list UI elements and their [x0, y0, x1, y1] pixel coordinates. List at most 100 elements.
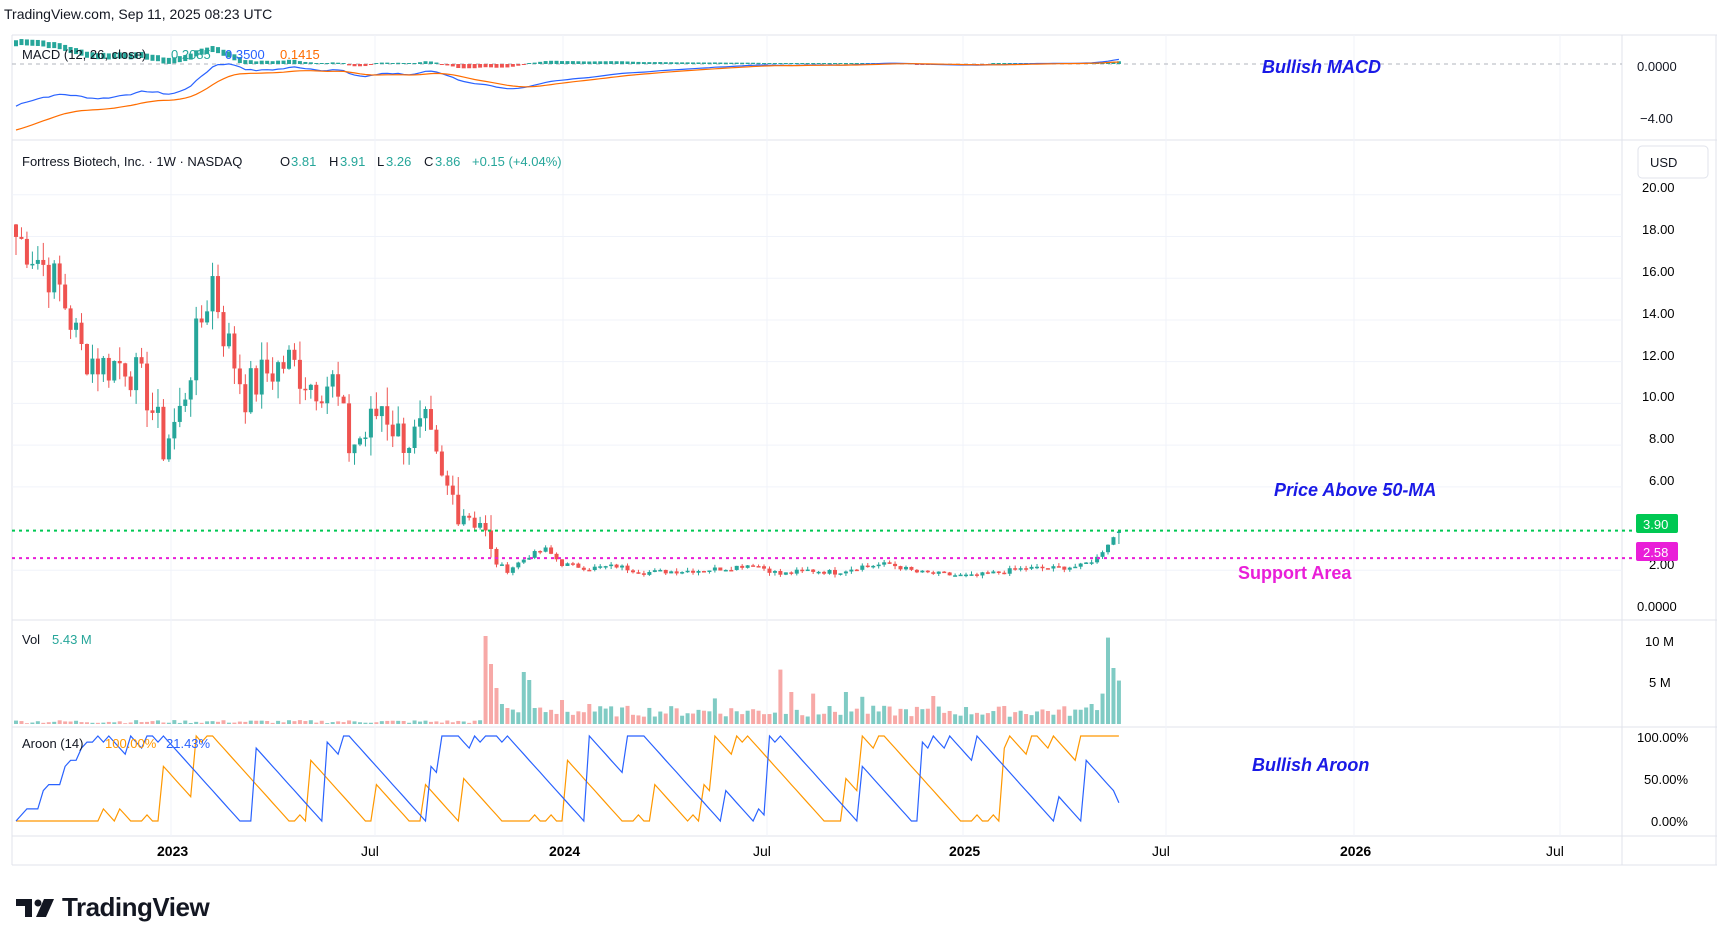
volume-bar-189	[1045, 711, 1050, 724]
price-candle-123	[685, 570, 690, 573]
price-candle-144	[800, 569, 805, 572]
price-candle-177	[980, 572, 985, 576]
volume-bar-169	[936, 706, 941, 724]
macd-hist-132	[734, 62, 739, 64]
price-candle-136	[756, 566, 761, 568]
volume-bar-197	[1089, 704, 1094, 724]
price-candle-104	[581, 567, 586, 570]
volume-bar-31	[183, 720, 188, 724]
macd-hist-146	[811, 63, 816, 64]
macd-hist-119	[663, 62, 668, 64]
volume-bar-138	[767, 714, 772, 724]
macd-hist-24	[145, 53, 150, 60]
volume-panel[interactable]	[14, 636, 1121, 724]
price-candle-155	[860, 565, 865, 570]
price-legend-low: 3.26	[386, 154, 411, 169]
macd-hist-37	[216, 47, 221, 54]
macd-hist-127	[707, 62, 712, 64]
time-axis: 2023 Jul 2024 Jul 2025 Jul 2026 Jul	[157, 843, 1564, 859]
macd-hist-61	[347, 64, 352, 66]
price-candle-147	[816, 571, 821, 574]
aroon-legend-down: 21.43%	[166, 736, 211, 751]
price-candle-59	[336, 374, 341, 397]
macd-hist-199	[1100, 63, 1105, 64]
volume-bar-159	[882, 705, 887, 724]
volume-bar-146	[811, 693, 816, 724]
price-candle-71	[401, 423, 406, 453]
price-axis: 20.00 18.00 16.00 14.00 12.00 10.00 8.00…	[1637, 180, 1677, 614]
price-candle-33	[194, 318, 199, 381]
macd-hist-72	[407, 63, 412, 64]
price-candle-67	[379, 406, 384, 417]
macd-hist-60	[341, 63, 346, 64]
time-label-2023: 2023	[157, 843, 188, 859]
aroon-panel[interactable]	[15, 734, 1120, 823]
volume-bar-136	[756, 710, 761, 724]
macd-hist-113	[630, 61, 635, 64]
price-candle-175	[969, 574, 974, 576]
tradingview-logo: TradingView	[16, 892, 210, 923]
price-candle-46	[265, 359, 270, 374]
price-candle-87	[489, 530, 494, 549]
price-candle-145	[805, 569, 810, 572]
price-candle-165	[914, 569, 919, 573]
macd-panel[interactable]	[12, 39, 1622, 131]
volume-bar-83	[467, 722, 472, 724]
volume-bar-41	[237, 721, 242, 724]
volume-bar-91	[510, 709, 515, 724]
macd-hist-58	[330, 62, 335, 64]
volume-bar-128	[712, 698, 717, 724]
macd-hist-103	[576, 61, 581, 64]
macd-hist-111	[620, 61, 625, 64]
volume-bar-67	[379, 721, 384, 724]
price-candle-142	[789, 572, 794, 574]
price-candle-187	[1035, 566, 1040, 569]
macd-hist-93	[521, 64, 526, 65]
price-candle-19	[117, 360, 122, 364]
price-legend-l-label: L	[377, 154, 384, 169]
macd-hist-99	[554, 60, 559, 64]
price-candle-176	[974, 574, 979, 576]
macd-hist-105	[587, 61, 592, 64]
macd-hist-201	[1111, 62, 1116, 64]
annotation-bullish-aroon: Bullish Aroon	[1252, 755, 1369, 775]
macd-hist-67	[379, 62, 384, 64]
currency-button[interactable]	[1637, 145, 1709, 179]
price-candle-85	[478, 523, 483, 528]
price-candle-77	[434, 429, 439, 452]
price-candle-68	[385, 406, 390, 425]
volume-bar-194	[1073, 709, 1078, 724]
price-candle-57	[325, 386, 330, 404]
volume-bar-66	[374, 722, 379, 724]
macd-hist-76	[428, 61, 433, 64]
volume-bar-74	[418, 721, 423, 724]
tradingview-logo-icon	[16, 898, 54, 917]
price-candle-29	[172, 421, 177, 439]
price-candle-168	[931, 572, 936, 574]
macd-hist-152	[843, 63, 848, 64]
aroon-up-line	[16, 734, 1119, 823]
macd-hist-1	[19, 39, 24, 46]
price-panel[interactable]	[12, 224, 1636, 579]
price-candle-189	[1045, 568, 1050, 570]
price-candle-65	[368, 408, 373, 438]
volume-axis-5m: 5 M	[1649, 675, 1671, 690]
macd-hist-0	[14, 40, 18, 47]
price-candle-161	[893, 563, 898, 567]
volume-bar-118	[658, 711, 663, 724]
macd-hist-9	[63, 44, 68, 51]
macd-hist-101	[565, 61, 570, 64]
price-candle-119	[663, 569, 668, 574]
price-candle-52	[297, 359, 302, 389]
volume-bar-50	[287, 720, 291, 724]
volume-bar-126	[701, 710, 706, 724]
price-legend-symbol: Fortress Biotech, Inc. · 1W · NASDAQ	[22, 154, 242, 169]
macd-hist-110	[614, 61, 619, 64]
macd-hist-70	[396, 62, 401, 64]
macd-hist-154	[854, 63, 859, 64]
volume-bar-32	[188, 722, 193, 724]
volume-bar-25	[150, 721, 155, 724]
volume-bar-94	[527, 680, 532, 724]
volume-bar-6	[46, 722, 51, 724]
